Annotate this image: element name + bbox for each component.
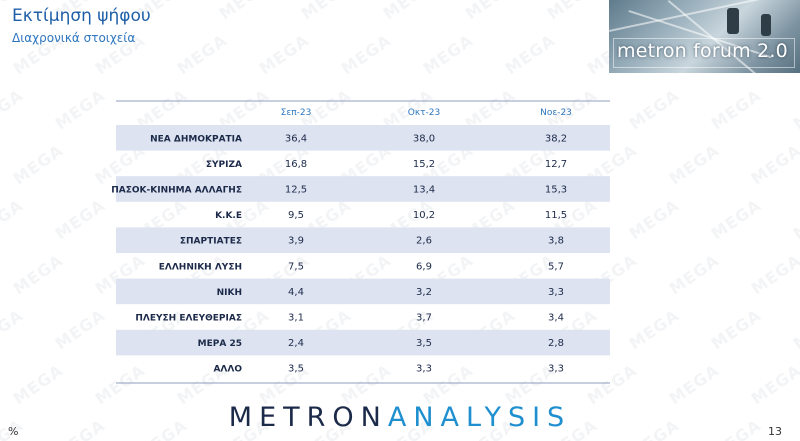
logo-bold-part: METRON [228,402,388,433]
cell-value: 10,2 [413,210,435,221]
header-photo: metron forum 2.0 [609,0,800,73]
row-label: ΠΑΣΟΚ-ΚΙΝΗΜΑ ΑΛΛΑΓΗΣ [111,186,242,196]
row-band [116,227,610,253]
cell-value: 9,5 [288,210,304,221]
row-label: ΣΠΑΡΤΙΑΤΕΣ [180,237,242,247]
cell-value: 6,9 [416,261,432,272]
cell-value: 3,1 [288,313,304,324]
cell-value: 13,4 [413,185,435,196]
row-label: Κ.Κ.Ε [215,211,242,221]
cell-value: 3,7 [416,313,432,324]
cell-value: 3,3 [548,364,564,375]
page-number: 13 [768,425,782,438]
row-band [116,176,610,202]
row-label: ΑΛΛΟ [213,365,242,375]
cell-value: 3,9 [288,236,304,247]
cell-value: 3,4 [548,313,564,324]
cell-value: 11,5 [545,210,567,221]
cell-value: 3,3 [548,287,564,298]
cell-value: 7,5 [288,261,304,272]
cell-value: 16,8 [285,159,307,170]
cell-value: 3,5 [288,364,304,375]
forum-logo-frame [613,38,795,68]
cell-value: 12,7 [545,159,567,170]
cell-value: 3,3 [416,364,432,375]
column-header: Νοε-23 [540,108,572,118]
cell-value: 3,5 [416,338,432,349]
column-header: Οκτ-23 [408,108,441,118]
unit-label: % [8,425,19,438]
row-label: ΕΛΛΗΝΙΚΗ ΛΥΣΗ [159,262,242,272]
cell-value: 2,8 [548,338,564,349]
cell-value: 15,2 [413,159,435,170]
logo-thin-part: ANALYSIS [387,402,572,433]
row-label: ΜΕΡΑ 25 [198,339,242,349]
cell-value: 3,8 [548,236,564,247]
page-subtitle: Διαχρονικά στοιχεία [12,31,136,45]
row-label: ΣΥΡΙΖΑ [206,160,242,170]
row-label: ΠΛΕΥΣΗ ΕΛΕΥΘΕΡΙΑΣ [135,314,242,324]
row-band [116,329,610,356]
cell-value: 38,0 [413,133,435,144]
cell-value: 5,7 [548,261,564,272]
metron-analysis-logo: METRONANALYSIS [0,402,800,433]
row-band [116,278,610,305]
cell-value: 15,3 [545,185,567,196]
forum-logo: metron forum 2.0 [617,40,788,62]
page-title: Εκτίμηση ψήφου [12,6,151,26]
row-band [116,125,610,151]
row-label: ΝΕΑ ΔΗΜΟΚΡΑΤΙΑ [150,134,242,144]
cell-value: 38,2 [545,133,567,144]
cell-value: 2,4 [288,338,304,349]
column-header: Σεπ-23 [281,108,312,118]
cell-value: 2,6 [416,236,432,247]
cell-value: 36,4 [285,133,307,144]
row-label: ΝΙΚΗ [217,288,242,298]
cell-value: 3,2 [416,287,432,298]
cell-value: 4,4 [288,287,304,298]
cell-value: 12,5 [285,185,307,196]
